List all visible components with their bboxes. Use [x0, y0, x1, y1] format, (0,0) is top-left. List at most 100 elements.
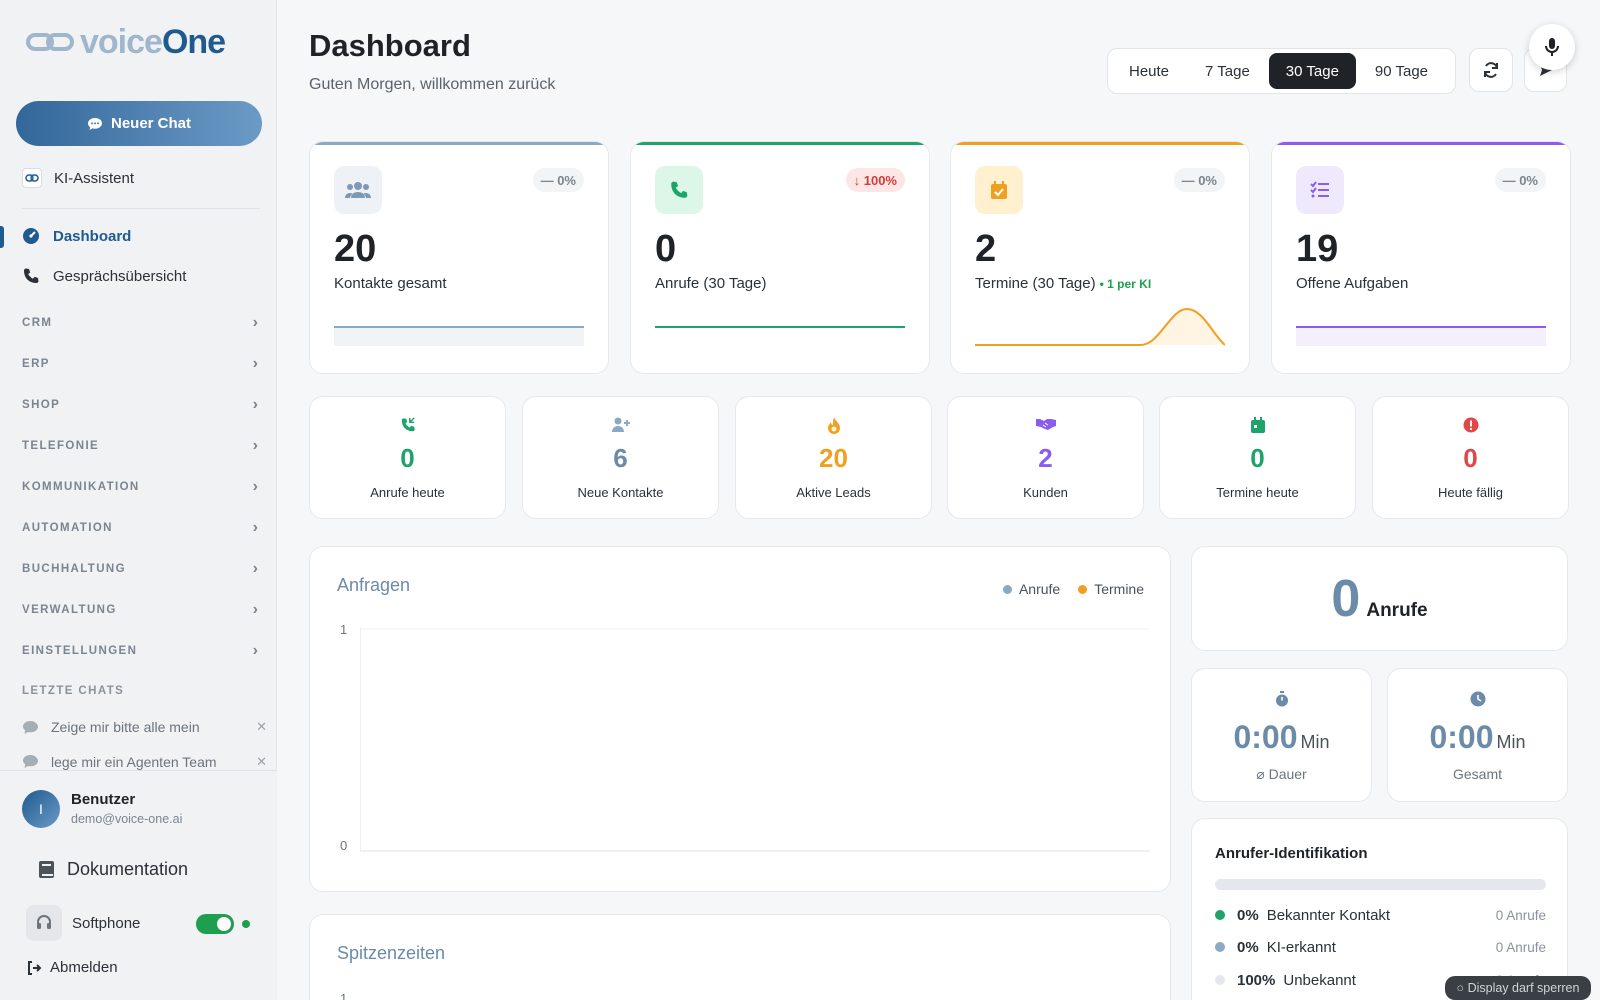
phone-icon	[24, 268, 39, 283]
nav-section-kommunikation[interactable]: KOMMUNIKATION ›	[22, 477, 258, 497]
nav-section-einstellungen[interactable]: EINSTELLUNGEN ›	[22, 641, 258, 661]
accent-bar	[631, 142, 929, 145]
avg-duration-card: 0:00 Min ⌀ Dauer	[1191, 668, 1372, 802]
accent-bar	[951, 142, 1249, 145]
kpi-label: Termine (30 Tage) • 1 per KI	[975, 275, 1151, 292]
kpi-label: Kontakte gesamt	[334, 275, 447, 292]
kpi-card-calls[interactable]: ↓ 100% 0 Anrufe (30 Tage)	[630, 141, 930, 374]
chevron-right-icon: ›	[252, 478, 258, 495]
recent-chat-title: Zeige mir bitte alle mein	[51, 719, 200, 735]
nav-section-shop[interactable]: SHOP ›	[22, 395, 258, 415]
row-count: 0 Anrufe	[1495, 907, 1546, 923]
alert-icon	[1373, 417, 1568, 433]
row-count: 0 Anrufe	[1495, 939, 1546, 955]
stat-card-active-leads[interactable]: 20 Aktive Leads	[735, 396, 932, 519]
handshake-icon	[948, 417, 1143, 431]
microphone-icon	[1545, 38, 1559, 56]
avg-duration-unit: Min	[1300, 732, 1330, 752]
calendar-icon	[1160, 417, 1355, 433]
nav-section-erp[interactable]: ERP ›	[22, 354, 258, 374]
range-option-30-days[interactable]: 30 Tage	[1268, 53, 1356, 89]
section-label: EINSTELLUNGEN	[22, 645, 138, 657]
trend-badge: — 0%	[1494, 168, 1546, 192]
softphone-toggle[interactable]	[196, 914, 234, 934]
section-label: SHOP	[22, 399, 61, 411]
legend-item-appointments[interactable]: Termine	[1078, 581, 1144, 597]
stat-card-appointments-today[interactable]: 0 Termine heute	[1159, 396, 1356, 519]
chart-title: Anfragen	[337, 575, 411, 595]
peak-times-card: Spitzenzeiten 1	[309, 914, 1171, 1000]
nav-section-telefonie[interactable]: TELEFONIE ›	[22, 436, 258, 456]
chevron-right-icon: ›	[252, 519, 258, 536]
kpi-card-contacts[interactable]: — 0% 20 Kontakte gesamt	[309, 141, 609, 374]
close-icon[interactable]: ✕	[256, 719, 267, 734]
stat-label: Neue Kontakte	[577, 485, 664, 500]
range-option-today[interactable]: Heute	[1129, 62, 1170, 80]
phone-icon	[655, 166, 703, 214]
new-chat-button[interactable]: Neuer Chat	[16, 101, 262, 146]
kpi-value: 0	[655, 228, 677, 270]
book-icon	[39, 861, 54, 878]
nav-item-label: Gesprächsübersicht	[53, 267, 187, 285]
wake-lock-toast[interactable]: ○ Display darf sperren	[1445, 976, 1591, 1000]
y-tick-label: 0	[340, 838, 348, 853]
total-duration-unit: Min	[1496, 732, 1526, 752]
nav-section-verwaltung[interactable]: VERWALTUNG ›	[22, 600, 258, 620]
stat-card-new-contacts[interactable]: 6 Neue Kontakte	[522, 396, 719, 519]
chain-link-icon	[26, 33, 74, 51]
logout-label: Abmelden	[50, 959, 118, 976]
row-percent: 100%	[1237, 971, 1276, 989]
ki-assistant-link[interactable]: KI-Assistent	[22, 168, 134, 188]
stat-card-due-today[interactable]: 0 Heute fällig	[1372, 396, 1569, 519]
nav-section-crm[interactable]: CRM ›	[22, 313, 258, 333]
legend-item-calls[interactable]: Anrufe	[1002, 581, 1060, 597]
legend-swatch	[1002, 584, 1012, 594]
brand-logo[interactable]: voiceOne	[26, 22, 226, 62]
recent-chat-item[interactable]: Zeige mir bitte alle mein ✕	[22, 716, 267, 738]
nav-section-automation[interactable]: AUTOMATION ›	[22, 518, 258, 538]
section-label: CRM	[22, 317, 53, 329]
status-dot	[1215, 910, 1225, 920]
stat-card-customers[interactable]: 2 Kunden	[947, 396, 1144, 519]
kpi-label: Offene Aufgaben	[1296, 275, 1409, 292]
recent-chat-item[interactable]: lege mir ein Agenten Team ✕	[22, 754, 267, 770]
kpi-card-appointments[interactable]: — 0% 2 Termine (30 Tage) • 1 per KI	[950, 141, 1250, 374]
documentation-label: Dokumentation	[67, 859, 189, 879]
stopwatch-icon	[1192, 691, 1371, 707]
close-icon[interactable]: ✕	[256, 754, 267, 769]
softphone-label: Softphone	[72, 914, 141, 932]
row-label: Bekannter Kontakt	[1266, 906, 1391, 924]
documentation-link[interactable]: Dokumentation	[38, 859, 188, 880]
range-option-90-days[interactable]: 90 Tage	[1374, 62, 1429, 80]
logout-button[interactable]: Abmelden	[26, 959, 118, 976]
divider	[22, 208, 260, 209]
section-label: TELEFONIE	[22, 440, 100, 452]
chevron-right-icon: ›	[252, 601, 258, 618]
nav-section-buchhaltung[interactable]: BUCHHALTUNG ›	[22, 559, 258, 579]
voice-input-button[interactable]	[1529, 24, 1575, 70]
users-icon	[334, 166, 382, 214]
total-duration-value: 0:00	[1429, 719, 1494, 755]
stat-label: Anrufe heute	[370, 485, 445, 500]
range-option-7-days[interactable]: 7 Tage	[1205, 62, 1250, 80]
kpi-label: Anrufe (30 Tage)	[655, 275, 767, 292]
ki-assistant-label: KI-Assistent	[54, 169, 135, 187]
avg-duration-value: 0:00	[1233, 719, 1298, 755]
stat-value: 20	[819, 443, 848, 473]
avg-duration-label: ⌀ Dauer	[1256, 766, 1307, 782]
chevron-right-icon: ›	[252, 560, 258, 577]
flame-icon	[736, 417, 931, 434]
chart-legend: Anrufe Termine	[1002, 581, 1144, 597]
nav-item-conversations[interactable]: Gesprächsübersicht	[0, 258, 277, 294]
brand-part-2: One	[161, 22, 226, 61]
kpi-card-tasks[interactable]: — 0% 19 Offene Aufgaben	[1271, 141, 1571, 374]
stat-card-calls-today[interactable]: 0 Anrufe heute	[309, 396, 506, 519]
calls-count: 0	[1331, 570, 1361, 628]
refresh-button[interactable]	[1469, 48, 1513, 92]
stat-label: Heute fällig	[1437, 485, 1504, 500]
nav-item-dashboard[interactable]: Dashboard	[0, 218, 277, 254]
stat-value: 0	[1463, 443, 1478, 473]
avatar[interactable]: I	[22, 790, 60, 828]
stat-value: 0	[400, 443, 415, 473]
y-tick-label: 1	[340, 622, 348, 637]
